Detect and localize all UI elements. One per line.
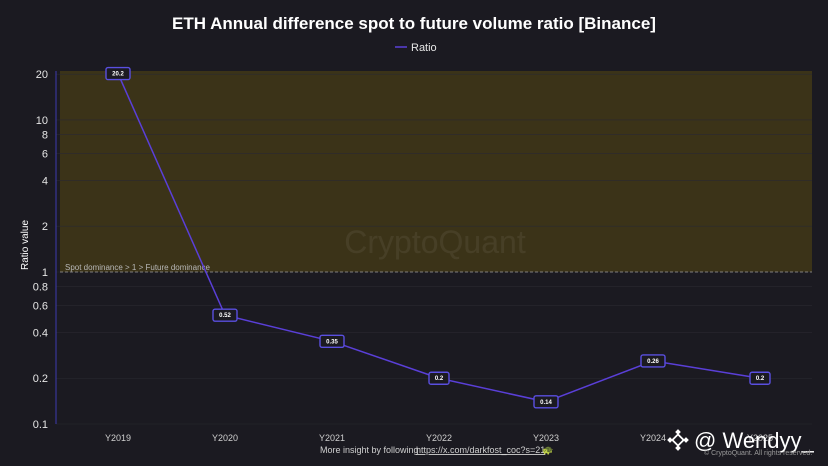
x-tick-label: Y2025	[747, 433, 773, 443]
binance-logo-icon	[667, 429, 689, 451]
data-point: 20.2	[105, 66, 131, 81]
data-label-box	[640, 354, 666, 368]
y-tick-label: 0.1	[33, 419, 48, 431]
data-point: 0.2	[428, 371, 450, 385]
data-label-box	[428, 371, 450, 385]
y-tick-label: 8	[42, 130, 48, 142]
x-tick-label: Y2024	[640, 433, 666, 443]
data-label: 0.2	[756, 376, 765, 382]
x-tick-label: Y2019	[105, 433, 131, 443]
y-tick-label: 10	[36, 115, 48, 127]
data-label-box	[319, 334, 345, 348]
footer-emoji: 🐢	[542, 445, 553, 455]
y-axis-ticks: 20 10 8 6 4 2 1 0.8 0.6 0.4 0.2 0.1	[33, 69, 48, 431]
data-label: 0.26	[647, 359, 659, 365]
x-axis-ticks: Y2019 Y2020 Y2021 Y2022 Y2023 Y2024 Y2025	[105, 433, 773, 443]
legend-label-ratio: Ratio	[411, 42, 437, 54]
data-label: 20.2	[112, 72, 124, 78]
footer-text: More insight by following	[320, 445, 419, 455]
data-label: 0.52	[219, 313, 231, 319]
data-label-box	[212, 308, 238, 322]
x-tick-label: Y2020	[212, 433, 238, 443]
y-tick-label: 1	[42, 267, 48, 279]
data-label: 0.14	[540, 400, 552, 406]
y-tick-label: 0.6	[33, 301, 48, 313]
chart-title: ETH Annual difference spot to future vol…	[172, 14, 656, 33]
x-tick-label: Y2023	[533, 433, 559, 443]
y-tick-label: 0.4	[33, 327, 48, 339]
brand-overlay: @ Wendyy_ © CryptoQuant. All rights rese…	[667, 428, 815, 457]
data-point: 0.35	[319, 334, 345, 348]
y-tick-label: 0.8	[33, 282, 48, 294]
data-point: 0.2	[749, 371, 771, 385]
data-label: 0.2	[435, 376, 444, 382]
data-label: 0.35	[326, 339, 338, 345]
data-point: 0.14	[533, 395, 559, 409]
legend[interactable]: Ratio	[395, 42, 437, 54]
data-label-box	[105, 66, 131, 81]
footer: More insight by following https://x.com/…	[320, 445, 553, 455]
data-points: 20.2 0.52 0.35 0.2 0.14 0.26 0.2	[105, 66, 771, 409]
y-tick-label: 6	[42, 149, 48, 161]
data-point: 0.26	[640, 354, 666, 368]
x-tick-label: Y2021	[319, 433, 345, 443]
copyright: © CryptoQuant. All rights reserved.	[704, 449, 812, 457]
y-tick-label: 20	[36, 69, 48, 81]
y-axis-label: Ratio value	[20, 220, 31, 270]
y-tick-label: 2	[42, 221, 48, 233]
data-label-box	[749, 371, 771, 385]
spot-dominance-band	[60, 71, 812, 272]
y-tick-label: 0.2	[33, 373, 48, 385]
threshold-label: Spot dominance > 1 > Future dominance	[65, 263, 211, 272]
footer-link[interactable]: https://x.com/darkfost_coc?s=21	[416, 445, 545, 455]
data-label-box	[533, 395, 559, 409]
watermark: CryptoQuant	[344, 224, 526, 260]
y-tick-label: 4	[42, 175, 48, 187]
data-point: 0.52	[212, 308, 238, 322]
x-tick-label: Y2022	[426, 433, 452, 443]
brand-handle: @ Wendyy_	[694, 428, 815, 453]
